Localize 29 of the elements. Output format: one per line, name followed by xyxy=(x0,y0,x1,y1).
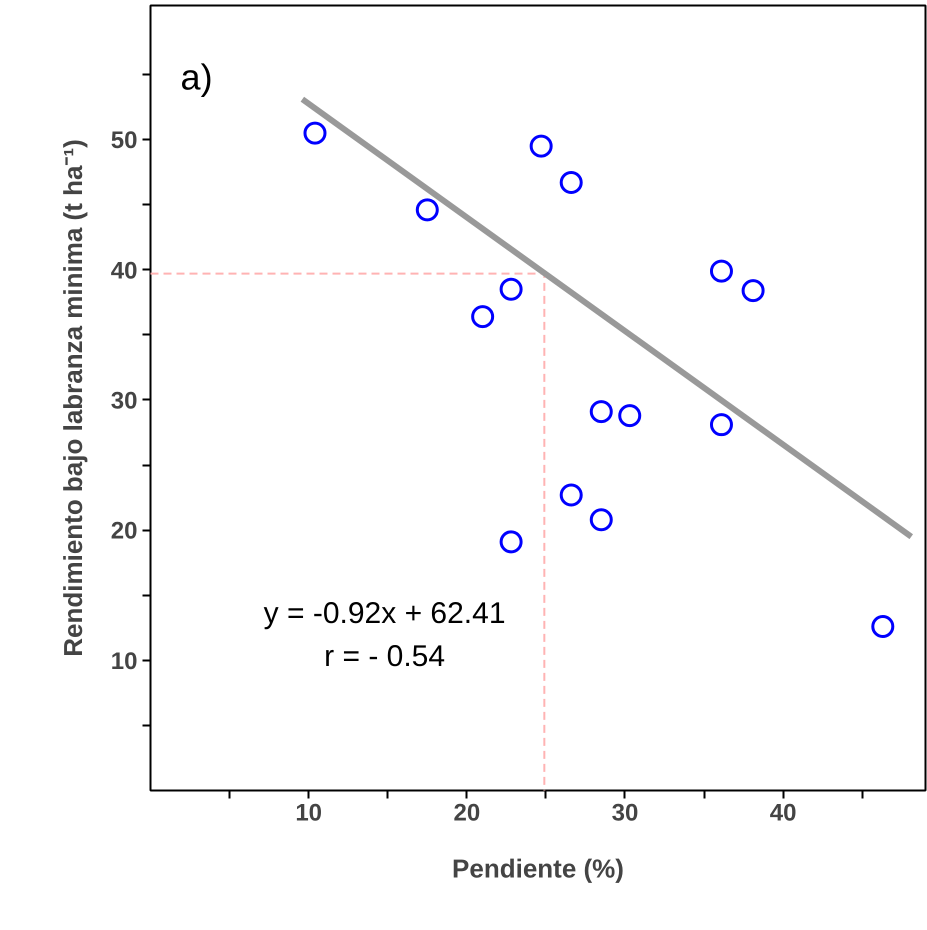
point xyxy=(500,530,523,554)
point xyxy=(710,413,733,436)
annotation: a) xyxy=(180,56,213,98)
point xyxy=(742,279,765,302)
point xyxy=(416,198,439,222)
y-axis-title: Rendimiento bajo labranza minima (t ha⁻¹) xyxy=(58,139,88,657)
point xyxy=(560,484,583,506)
point xyxy=(590,508,613,532)
x-tick-label: 40 xyxy=(770,800,797,826)
y-tick-label: 30 xyxy=(110,387,138,414)
point xyxy=(590,400,613,424)
point xyxy=(303,122,326,145)
point xyxy=(871,614,894,638)
y-tick-label: 50 xyxy=(110,127,138,154)
x-tick-label: 30 xyxy=(612,800,638,826)
point xyxy=(471,305,494,328)
y-tick-label: 40 xyxy=(110,257,138,284)
y-tick-label: 10 xyxy=(110,648,138,675)
x-tick-label: 20 xyxy=(453,800,480,826)
annotation: r = - 0.54 xyxy=(324,640,446,673)
y-tick-label: 20 xyxy=(110,518,138,545)
point xyxy=(530,134,553,158)
annotation: y = -0.92x + 62.41 xyxy=(264,596,506,630)
x-tick-label: 10 xyxy=(295,800,322,826)
point xyxy=(500,278,523,301)
point xyxy=(710,260,733,283)
x-axis-title: Pendiente (%) xyxy=(452,854,624,884)
point xyxy=(618,404,642,428)
point xyxy=(560,171,583,194)
